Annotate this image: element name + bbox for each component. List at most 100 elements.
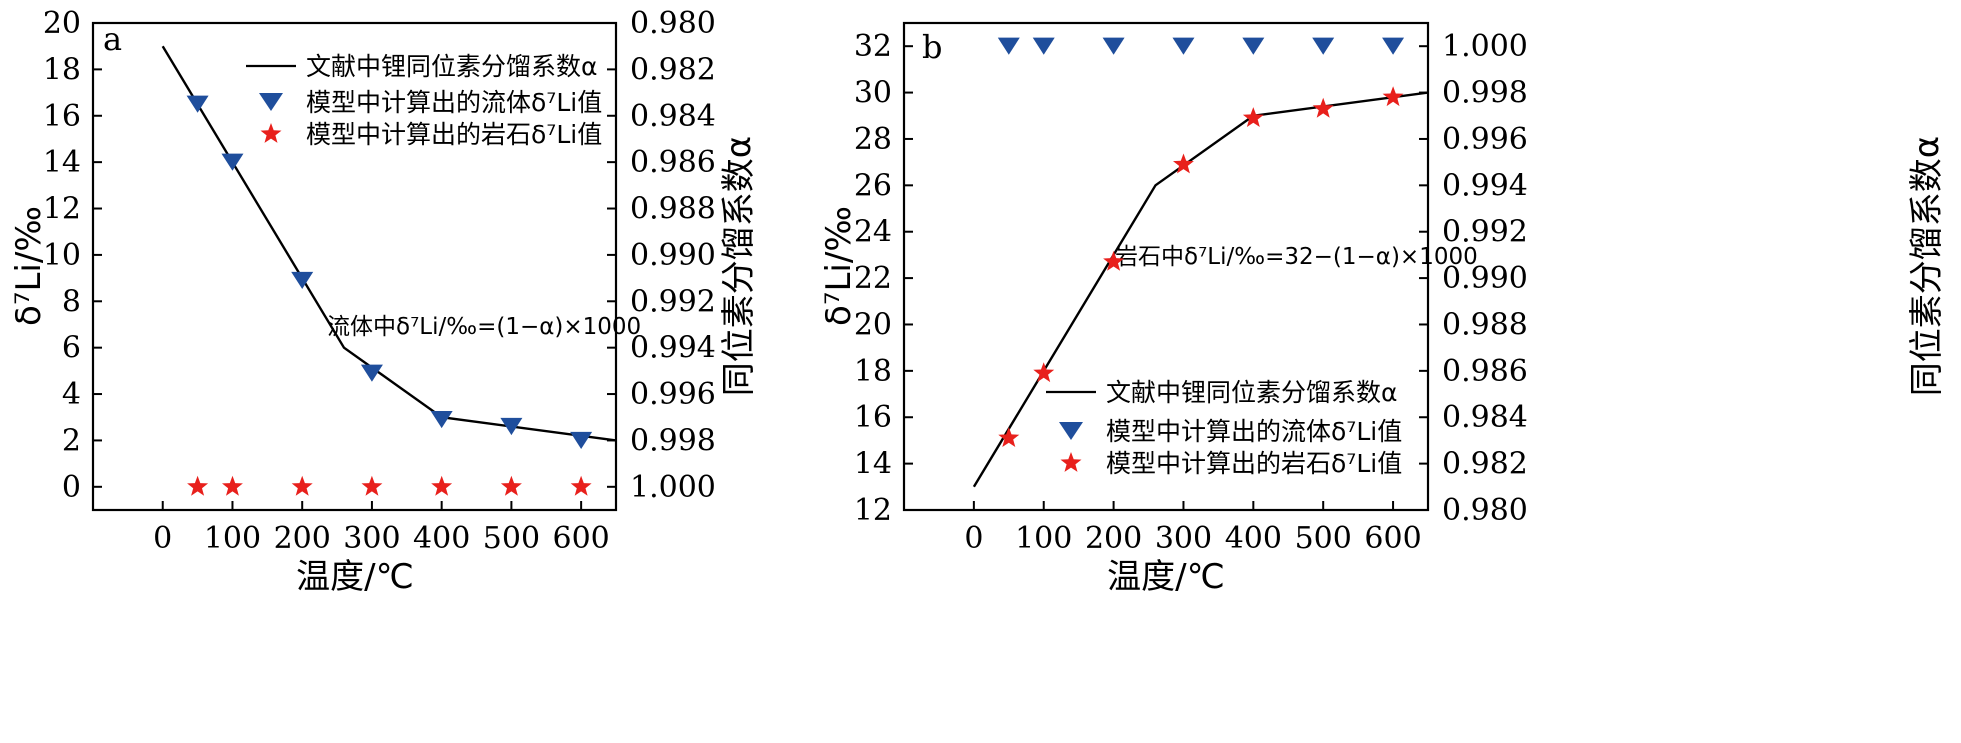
rock-point-a: [431, 475, 453, 496]
rock-point-a: [361, 475, 383, 496]
y-tick-label-a: 6: [62, 331, 81, 366]
series-line-a: [161, 45, 617, 442]
legend-triangle-label-b: 模型中计算出的流体δ⁷Li值: [1106, 417, 1402, 446]
rock-point-b: [1312, 97, 1334, 118]
y2-tick-label-b: 1.000: [1442, 29, 1528, 64]
legend-triangle-swatch-b: [1059, 422, 1083, 440]
y-tick-label-b: 32: [854, 29, 892, 64]
y-tick-label-a: 18: [43, 52, 81, 87]
y-tick-label-a: 16: [43, 99, 81, 134]
legend-line-label-a: 文献中锂同位素分馏系数α: [306, 52, 597, 81]
y2-tick-label-b: 0.990: [1442, 261, 1528, 296]
series-line-b: [972, 91, 1429, 488]
fluid-point-b: [1312, 37, 1335, 55]
fluid-point-b: [1172, 37, 1195, 55]
y2-tick-label-a: 0.984: [630, 99, 716, 134]
fluid-point-b: [1382, 37, 1405, 55]
fluid-point-a: [570, 431, 593, 450]
rock-point-b: [1242, 107, 1264, 127]
rock-point-a: [291, 475, 313, 496]
y-tick-label-a: 12: [43, 192, 81, 227]
x-tick-label-b: 0: [964, 521, 983, 556]
rock-point-a: [222, 475, 243, 496]
y-tick-label-b: 28: [854, 122, 892, 157]
x-tick-label-b: 500: [1295, 521, 1352, 556]
y-tick-label-b: 12: [854, 493, 892, 528]
rock-point-b: [1173, 153, 1194, 174]
plot-frame-a: [91, 21, 618, 512]
y-tick-label-b: 26: [854, 168, 892, 203]
legend-b: 文献中锂同位素分馏系数α 模型中计算出的流体δ⁷Li值 模型中计算出的岩石δ⁷L…: [1046, 378, 1402, 478]
y2-tick-label-b: 0.988: [1442, 307, 1528, 342]
y-axis-label-a: δ⁷Li/‰: [9, 206, 49, 326]
fluid-point-a: [360, 364, 383, 382]
y-tick-label-b: 22: [854, 261, 892, 296]
y-tick-label-b: 24: [854, 215, 892, 250]
x-tick-label-a: 0: [153, 521, 172, 556]
fluid-point-a: [500, 417, 523, 436]
y2-tick-label-a: 0.988: [630, 192, 716, 227]
y-tick-label-a: 4: [62, 377, 81, 412]
y2-tick-label-b: 0.996: [1442, 122, 1528, 157]
fluid-point-b: [1032, 37, 1055, 55]
y-tick-label-b: 18: [854, 354, 892, 389]
legend-triangle-label-a: 模型中计算出的流体δ⁷Li值: [306, 88, 602, 117]
y-tick-label-b: 20: [854, 307, 892, 342]
legend-star-label-a: 模型中计算出的岩石δ⁷Li值: [306, 120, 602, 149]
y2-tick-label-a: 0.990: [630, 238, 716, 273]
x-tick-label-b: 300: [1155, 521, 1212, 556]
y2-tick-label-a: 0.994: [630, 331, 716, 366]
y2-tick-label-b: 0.982: [1442, 447, 1528, 482]
y2-tick-label-b: 0.984: [1442, 400, 1528, 435]
x-tick-label-a: 300: [343, 521, 400, 556]
fluid-point-a: [221, 153, 244, 171]
y-axis-title-b: δ⁷Li/‰: [819, 206, 859, 326]
x-tick-label-a: 200: [274, 521, 331, 556]
rock-point-b: [998, 427, 1020, 447]
legend-triangle-swatch-a: [259, 93, 283, 111]
y-tick-label-a: 14: [43, 145, 81, 180]
y2-tick-label-a: 0.980: [630, 6, 716, 41]
x-tick-label-a: 400: [413, 521, 470, 556]
x-tick-label-b: 200: [1085, 521, 1142, 556]
legend-star-swatch-b: [1060, 452, 1082, 472]
y2-tick-label-a: 0.982: [630, 52, 716, 87]
fluid-point-a: [186, 95, 209, 113]
fluid-point-b: [997, 37, 1020, 55]
y-tick-label-b: 16: [854, 400, 892, 435]
fluid-point-b: [1242, 37, 1265, 55]
fluid-point-a: [430, 410, 453, 429]
y-tick-label-a: 0: [62, 470, 81, 505]
y2-tick-label-a: 0.998: [630, 423, 716, 458]
annotation-a: 流体中δ⁷Li/‰=(1−α)×1000: [327, 314, 641, 340]
y-tick-label-a: 8: [62, 284, 81, 319]
x-tick-label-b: 600: [1364, 521, 1421, 556]
rock-point-b: [1382, 86, 1404, 107]
y2-axis-title-a: 同位素分馏系数α: [719, 136, 759, 396]
rock-point-b: [1103, 250, 1125, 271]
y2-tick-label-a: 0.992: [630, 284, 716, 319]
legend-star-label-b: 模型中计算出的岩石δ⁷Li值: [1106, 449, 1402, 478]
annotation-b: 岩石中δ⁷Li/‰=32−(1−α)×1000: [1115, 244, 1478, 270]
rock-point-a: [187, 475, 209, 496]
y2-tick-label-a: 1.000: [630, 470, 716, 505]
y-tick-label-b: 14: [854, 447, 892, 482]
y-tick-label-a: 10: [43, 238, 81, 273]
y-axis-title-a: δ⁷Li/‰: [9, 206, 49, 326]
legend-star-swatch-a: [260, 123, 282, 143]
y-tick-label-a: 20: [43, 6, 81, 41]
legend-a: 文献中锂同位素分馏系数α 模型中计算出的流体δ⁷Li值 模型中计算出的岩石δ⁷L…: [246, 52, 602, 149]
plot-frame-b: [902, 21, 1430, 512]
y-tick-label-b: 30: [854, 76, 892, 111]
fluid-point-b: [1102, 37, 1125, 55]
y2-tick-label-b: 0.992: [1442, 215, 1528, 250]
y2-tick-label-b: 0.998: [1442, 76, 1528, 111]
rock-point-a: [570, 475, 592, 496]
y2-tick-label-b: 0.986: [1442, 354, 1528, 389]
y2-tick-label-a: 0.986: [630, 145, 716, 180]
panel-label-b: b: [922, 28, 942, 66]
panel-b: δ⁷Li/‰ 同位素分馏系数α 温度/℃ b 岩石中δ⁷Li/‰=32−(1−α…: [819, 21, 1947, 597]
legend-line-label-b: 文献中锂同位素分馏系数α: [1106, 378, 1397, 407]
y2-tick-label-b: 0.980: [1442, 493, 1528, 528]
